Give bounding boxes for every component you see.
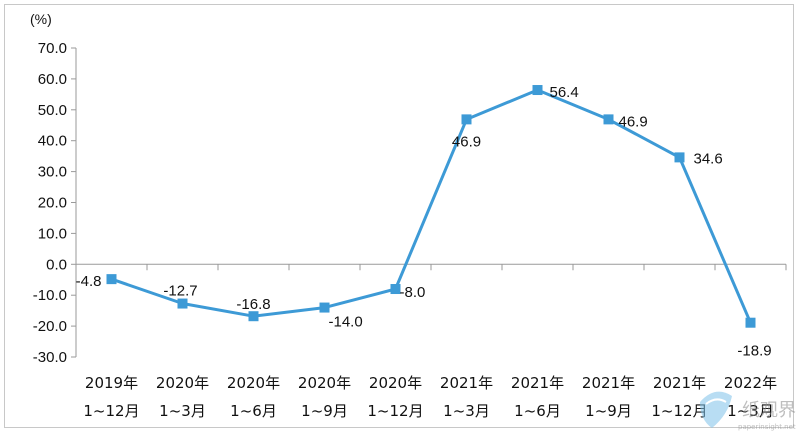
x-tick-label: 2021年 (440, 374, 493, 392)
watermark-logo-icon (700, 391, 732, 428)
axes (71, 47, 787, 358)
data-point (177, 298, 188, 309)
y-tick-label: 20.0 (38, 195, 67, 212)
x-tick-label: 1~9月 (301, 402, 348, 420)
y-tick-label: 30.0 (38, 164, 67, 181)
x-tick-label: 1~6月 (514, 402, 561, 420)
y-tick-label: -30.0 (33, 349, 67, 366)
y-tick-label: 10.0 (38, 225, 67, 242)
y-unit-label: (%) (30, 11, 52, 27)
x-tick-label: 1~3月 (443, 402, 490, 420)
watermark-brand: 纸观界 (742, 400, 796, 421)
x-tick-label: 1~12月 (83, 402, 139, 420)
data-label: 34.6 (694, 150, 723, 167)
x-tick-label: 1~9月 (585, 402, 632, 420)
data-point (390, 284, 401, 295)
x-tick-label: 1~3月 (159, 402, 206, 420)
x-tick-labels: 2019年 1~12月 2020年 1~3月 2020年 1~6月 2020年 1~9月 202… (83, 374, 777, 420)
y-tick-label: 70.0 (38, 40, 67, 57)
x-tick-label: 2020年 (156, 374, 209, 392)
watermark: 纸观界 paperinsight.net (700, 391, 796, 431)
data-point (674, 152, 685, 163)
x-tick-label: 1~12月 (651, 402, 707, 420)
x-tick-label: 2020年 (369, 374, 422, 392)
data-label: 56.4 (550, 84, 579, 101)
y-tick-label: 0.0 (46, 256, 67, 273)
data-label: -14.0 (329, 314, 363, 331)
data-point (319, 302, 330, 313)
y-tick-label: -20.0 (33, 318, 67, 335)
y-tick-label: -10.0 (33, 287, 67, 304)
x-tick-label: 2022年 (724, 374, 777, 392)
y-tick-label: 60.0 (38, 71, 67, 88)
data-point (106, 274, 117, 285)
x-tick-label: 2020年 (227, 374, 280, 392)
x-tick-label: 1~12月 (367, 402, 423, 420)
series-line (106, 85, 756, 328)
data-labels: -4.8 -12.7 -16.8 -14.0 -8.0 46.9 56.4 46.9 34.6 -… (76, 84, 772, 360)
series-line-path (111, 88, 752, 324)
data-label: -4.8 (76, 273, 102, 290)
x-tick-label: 2020年 (298, 374, 351, 392)
data-point (248, 311, 259, 322)
x-tick-label: 2019年 (85, 374, 138, 392)
x-tick-label: 2021年 (511, 374, 564, 392)
x-tick-label: 1~3月 (727, 402, 774, 420)
data-label: 46.9 (619, 113, 648, 130)
data-point (461, 114, 472, 125)
chart-frame (4, 4, 794, 428)
data-point (603, 114, 614, 125)
y-tick-labels: 70.0 60.0 50.0 40.0 30.0 20.0 10.0 0.0 -10.0 -20.… (33, 40, 67, 366)
data-label: -18.9 (737, 343, 771, 360)
data-label: -12.7 (163, 283, 197, 300)
data-label: 46.9 (452, 133, 481, 150)
data-label: -8.0 (400, 284, 426, 301)
x-tick-label: 2021年 (653, 374, 706, 392)
y-tick-label: 40.0 (38, 133, 67, 150)
x-tick-label: 2021年 (582, 374, 635, 392)
data-point (745, 317, 756, 328)
y-tick-label: 50.0 (38, 102, 67, 119)
data-point (532, 85, 543, 96)
data-label: -16.8 (236, 296, 270, 313)
watermark-url: paperinsight.net (738, 423, 796, 431)
x-tick-label: 1~6月 (230, 402, 277, 420)
